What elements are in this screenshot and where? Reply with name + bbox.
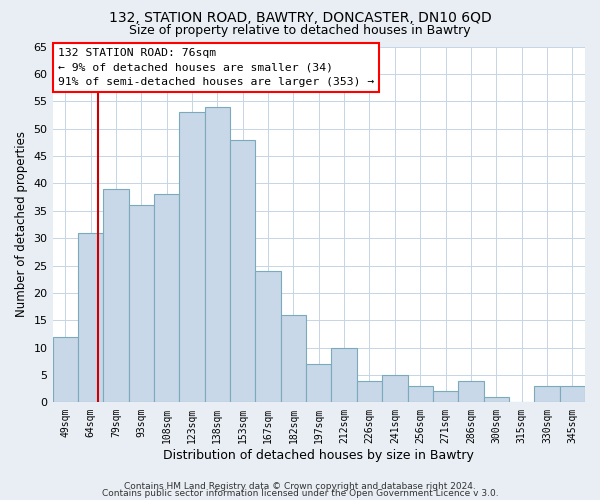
Bar: [103, 189, 128, 402]
Bar: [306, 364, 331, 403]
Text: 132, STATION ROAD, BAWTRY, DONCASTER, DN10 6QD: 132, STATION ROAD, BAWTRY, DONCASTER, DN…: [109, 11, 491, 25]
Bar: [458, 380, 484, 402]
Bar: [128, 206, 154, 402]
Bar: [382, 375, 407, 402]
Bar: [484, 397, 509, 402]
Y-axis label: Number of detached properties: Number of detached properties: [15, 132, 28, 318]
Bar: [78, 232, 103, 402]
Bar: [560, 386, 585, 402]
Bar: [331, 348, 357, 403]
Text: 132 STATION ROAD: 76sqm
← 9% of detached houses are smaller (34)
91% of semi-det: 132 STATION ROAD: 76sqm ← 9% of detached…: [58, 48, 374, 87]
Bar: [230, 140, 256, 402]
Bar: [154, 194, 179, 402]
Bar: [281, 315, 306, 402]
Bar: [179, 112, 205, 403]
Text: Size of property relative to detached houses in Bawtry: Size of property relative to detached ho…: [129, 24, 471, 37]
Text: Contains HM Land Registry data © Crown copyright and database right 2024.: Contains HM Land Registry data © Crown c…: [124, 482, 476, 491]
Bar: [534, 386, 560, 402]
Bar: [433, 392, 458, 402]
Bar: [256, 271, 281, 402]
Bar: [205, 106, 230, 403]
Bar: [53, 336, 78, 402]
Bar: [357, 380, 382, 402]
Text: Contains public sector information licensed under the Open Government Licence v : Contains public sector information licen…: [101, 489, 499, 498]
X-axis label: Distribution of detached houses by size in Bawtry: Distribution of detached houses by size …: [163, 450, 474, 462]
Bar: [407, 386, 433, 402]
